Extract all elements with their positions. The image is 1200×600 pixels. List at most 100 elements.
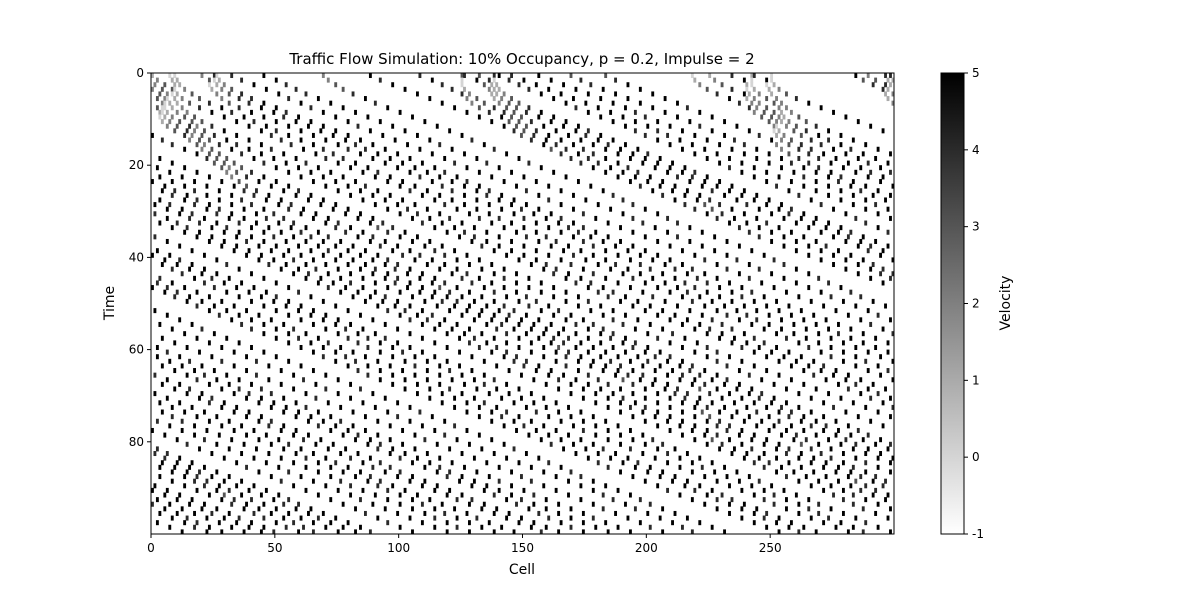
vehicle-cell [827, 515, 831, 521]
vehicle-cell [346, 308, 350, 314]
vehicle-cell [411, 506, 414, 512]
vehicle-cell [185, 192, 189, 198]
vehicle-cell [319, 202, 323, 208]
vehicle-cell [492, 298, 496, 304]
vehicle-cell [859, 165, 863, 171]
vehicle-cell [250, 381, 253, 387]
vehicle-cell [329, 474, 333, 480]
vehicle-cell [785, 123, 788, 129]
colorbar-tick-label: 3 [972, 220, 980, 234]
vehicle-cell [381, 220, 385, 226]
vehicle-cell [559, 202, 563, 208]
vehicle-cell [740, 358, 744, 364]
vehicle-cell [733, 335, 736, 341]
vehicle-cell [195, 289, 199, 295]
vehicle-cell [180, 206, 184, 212]
vehicle-cell [567, 132, 570, 138]
vehicle-cell [720, 321, 724, 327]
vehicle-cell [861, 340, 865, 346]
vehicle-cell [787, 446, 791, 452]
vehicle-cell [282, 215, 286, 221]
vehicle-cell [440, 220, 444, 226]
vehicle-cell [408, 418, 412, 424]
vehicle-cell [891, 77, 894, 83]
vehicle-cell [354, 109, 357, 115]
vehicle-cell [747, 372, 751, 378]
vehicle-cell [767, 312, 771, 318]
vehicle-cell [453, 160, 457, 166]
vehicle-cell [797, 510, 801, 516]
vehicle-cell [861, 506, 865, 512]
vehicle-cell [423, 464, 427, 470]
vehicle-cell [292, 386, 296, 392]
vehicle-cell [854, 354, 858, 360]
vehicle-cell [688, 238, 692, 244]
vehicle-cell [420, 501, 424, 507]
vehicle-cell [542, 395, 546, 401]
vehicle-cell [165, 451, 169, 457]
vehicle-cell [564, 289, 568, 295]
vehicle-cell [641, 160, 645, 166]
vehicle-cell [423, 510, 427, 516]
vehicle-cell [247, 289, 251, 295]
vehicle-cell [780, 119, 783, 125]
vehicle-cell [777, 441, 781, 447]
vehicle-cell [210, 146, 214, 152]
vehicle-cell [463, 151, 466, 157]
vehicle-cell [304, 275, 308, 281]
vehicle-cell [690, 298, 694, 304]
vehicle-cell [165, 395, 169, 401]
vehicle-cell [455, 497, 459, 503]
vehicle-cell [730, 73, 734, 79]
vehicle-cell [287, 169, 291, 175]
vehicle-cell [698, 520, 702, 526]
vehicle-cell [760, 280, 764, 286]
vehicle-cell [643, 478, 647, 484]
vehicle-cell [155, 105, 159, 111]
vehicle-cell [700, 312, 704, 318]
vehicle-cell [292, 483, 296, 489]
vehicle-cell [770, 400, 774, 406]
vehicle-cell [490, 317, 494, 323]
vehicle-cell [188, 266, 192, 272]
vehicle-cell [398, 469, 402, 475]
vehicle-cell [837, 179, 840, 185]
vehicle-cell [420, 271, 424, 277]
vehicle-cell [881, 248, 885, 254]
vehicle-cell [376, 252, 380, 258]
vehicle-cell [155, 77, 159, 83]
vehicle-cell [742, 455, 746, 461]
vehicle-cell [151, 179, 154, 185]
vehicle-cell [173, 464, 177, 470]
vehicle-cell [641, 363, 645, 369]
vehicle-cell [482, 100, 486, 106]
vehicle-cell [316, 469, 320, 475]
vehicle-cell [544, 262, 548, 268]
vehicle-cell [750, 446, 754, 452]
vehicle-cell [685, 478, 689, 484]
vehicle-cell [636, 317, 640, 323]
vehicle-cell [586, 285, 590, 291]
vehicle-cell [713, 77, 717, 83]
vehicle-cell [376, 432, 380, 438]
vehicle-cell [282, 188, 286, 194]
vehicle-cell [240, 197, 244, 203]
vehicle-cell [705, 492, 709, 498]
vehicle-cell [175, 437, 179, 443]
vehicle-cell [619, 363, 622, 369]
vehicle-cell [742, 151, 746, 157]
vehicle-cell [520, 497, 523, 503]
vehicle-cell [829, 169, 833, 175]
vehicle-cell [554, 238, 558, 244]
vehicle-cell [824, 225, 828, 231]
vehicle-cell [742, 142, 746, 148]
vehicle-cell [829, 335, 833, 341]
vehicle-cell [572, 234, 575, 240]
vehicle-cell [460, 372, 464, 378]
vehicle-cell [752, 335, 756, 341]
vehicle-cell [200, 73, 204, 79]
vehicle-cell [814, 123, 818, 129]
vehicle-cell [752, 96, 756, 102]
vehicle-cell [160, 86, 164, 92]
